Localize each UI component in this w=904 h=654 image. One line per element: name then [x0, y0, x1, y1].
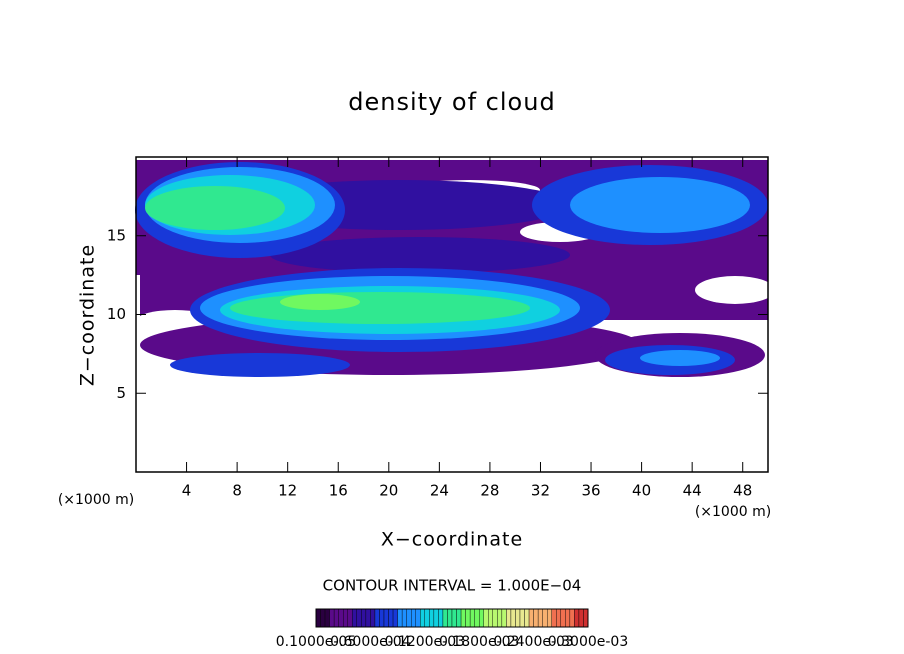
colorbar-cell [365, 608, 371, 628]
colorbar-cell [411, 608, 416, 628]
x-unit-label: (×1000 m) [695, 504, 771, 520]
colorbar-cell [379, 608, 385, 628]
colorbar-cell [483, 608, 489, 628]
colorbar-cell [547, 608, 552, 628]
colorbar-label: 0.1200e-03 [385, 634, 465, 650]
colorbar-cell [442, 608, 448, 628]
colorbar-cell [352, 608, 357, 628]
colorbar-cell [506, 608, 512, 628]
x-tick-label: 24 [430, 482, 449, 500]
colorbar-cell [333, 608, 339, 628]
colorbar-cell [501, 608, 507, 628]
colorbar-cell [447, 608, 453, 628]
cloud-field [135, 160, 775, 377]
colorbar-cell [497, 608, 503, 628]
contour-interval: CONTOUR INTERVAL = 1.000E−04 [323, 577, 582, 595]
colorbar-cell [488, 608, 493, 628]
colorbar-cell [315, 608, 321, 628]
colorbar-cell [519, 608, 525, 628]
colorbar-label: 0.1800e-03 [439, 634, 519, 650]
colorbar-cell [510, 608, 516, 628]
cloud-region [570, 177, 750, 233]
y-axis-label: Z−coordinate [77, 244, 99, 386]
x-tick-label: 32 [531, 482, 550, 500]
colorbar-cell [420, 608, 425, 628]
x-tick-label: 20 [379, 482, 398, 500]
chart-title: density of cloud [348, 88, 555, 116]
colorbar-cell [515, 608, 521, 628]
colorbar-cell [324, 608, 330, 628]
colorbar-cell [429, 608, 435, 628]
y-tick-label: 10 [107, 305, 126, 323]
x-tick-label: 12 [278, 482, 297, 500]
colorbar-cell [356, 608, 362, 628]
colorbar-cell [438, 608, 444, 628]
colorbar-cell [338, 608, 344, 628]
cloud-gap [695, 276, 775, 304]
colorbar-cell [565, 608, 571, 628]
colorbar-cell [451, 608, 457, 628]
x-tick-label: 16 [329, 482, 348, 500]
colorbar-cell [401, 608, 407, 628]
colorbar-cell [329, 608, 335, 628]
colorbar-cell [537, 608, 543, 628]
x-tick-label: 8 [232, 482, 242, 500]
colorbar-cell [424, 608, 430, 628]
x-tick-label: 44 [683, 482, 702, 500]
colorbar-label: 0.3000e-03 [548, 634, 628, 650]
x-tick-label: 48 [733, 482, 752, 500]
y-tick-label: 5 [116, 384, 126, 402]
x-tick-label: 28 [480, 482, 499, 500]
colorbar-label: 0.6000e-04 [330, 634, 411, 650]
cloud-region [270, 237, 570, 273]
cloud-region [230, 292, 530, 324]
colorbar-cell [469, 608, 475, 628]
colorbar-cell [415, 608, 421, 628]
cloud-region [145, 186, 285, 230]
colorbar-cell [574, 608, 580, 628]
colorbar-cell [383, 608, 389, 628]
colorbar-cell [433, 608, 439, 628]
cloud-region [170, 353, 350, 377]
colorbar-cell [542, 608, 548, 628]
colorbar-cell [406, 608, 412, 628]
colorbar-cell [551, 608, 557, 628]
colorbar-cell [460, 608, 466, 628]
colorbar-frame [315, 608, 589, 628]
colorbar-label: 0.2400e-03 [493, 634, 573, 650]
x-unit-label: (×1000 m) [58, 492, 134, 508]
y-tick-label: 15 [107, 226, 126, 244]
colorbar-cell [347, 608, 353, 628]
colorbar-cell [578, 608, 584, 628]
colorbar-cell [528, 608, 534, 628]
colorbar-cell [533, 608, 539, 628]
colorbar-cell [569, 608, 575, 628]
colorbar-cell [361, 608, 367, 628]
x-axis-label: X−coordinate [381, 529, 523, 551]
colorbar-cell [397, 608, 403, 628]
colorbar-cell [456, 608, 462, 628]
colorbar-cell [370, 608, 376, 628]
x-tick-label: 36 [581, 482, 600, 500]
cloud-region [280, 294, 360, 310]
colorbar-label: 0.1000e-05 [276, 634, 356, 650]
colorbar-cell [320, 608, 326, 628]
x-tick-label: 40 [632, 482, 651, 500]
cloud-region [640, 350, 720, 366]
colorbar-cell [374, 608, 380, 628]
colorbar-cell [392, 608, 398, 628]
colorbar-cell [479, 608, 484, 628]
colorbar-cell [343, 608, 348, 628]
colorbar-cell [388, 608, 394, 628]
colorbar-cell [583, 608, 589, 628]
colorbar-cell [492, 608, 498, 628]
colorbar-cell [524, 608, 530, 628]
colorbar-cell [465, 608, 471, 628]
x-tick-label: 4 [182, 482, 192, 500]
colorbar-cell [474, 608, 480, 628]
colorbar-cell [556, 608, 561, 628]
colorbar-cell [560, 608, 566, 628]
